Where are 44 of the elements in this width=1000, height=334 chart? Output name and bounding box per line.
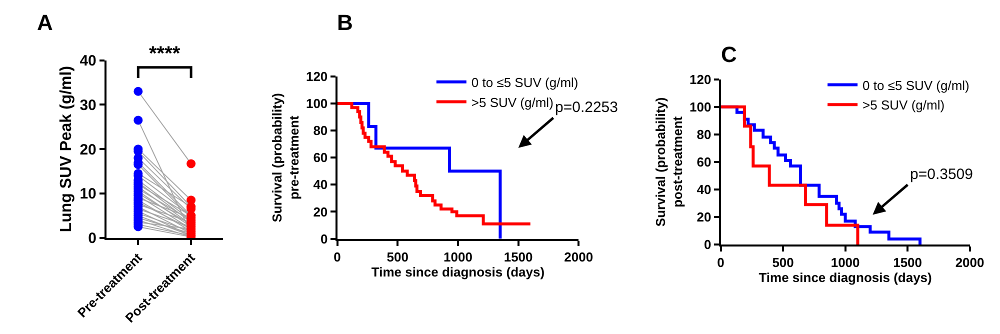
- y-tick-label: 30: [80, 96, 96, 114]
- y-tick-label: 20: [696, 210, 712, 225]
- y-tick-label: 40: [696, 182, 712, 197]
- annotation: p=0.3509: [910, 166, 973, 183]
- x-axis-title: Time since diagnosis (days): [371, 264, 545, 280]
- x-tick-label: 2000: [564, 249, 594, 264]
- x-axis-title: Time since diagnosis (days): [758, 270, 932, 286]
- y-tick-label: 40: [80, 52, 96, 70]
- annotation: p=0.2253: [555, 99, 618, 116]
- legend-label: >5 SUV (g/ml): [862, 98, 945, 113]
- y-tick-label: 40: [313, 177, 328, 192]
- x-tick-label: 1000: [830, 255, 860, 270]
- y-tick-label: 60: [313, 150, 328, 166]
- legend-label: >5 SUV (g/ml): [471, 94, 554, 110]
- y-tick-label: 120: [306, 69, 328, 84]
- y-tick-label: 100: [689, 99, 712, 114]
- x-tick-label: 500: [772, 255, 794, 270]
- y-tick-label: 100: [306, 96, 328, 112]
- y-tick-label: 10: [80, 186, 96, 203]
- y-tick-label: 0: [704, 237, 712, 252]
- y-tick-label: 0: [320, 231, 328, 246]
- y-axis-title: Survival (probability) post-treatment: [653, 97, 685, 227]
- y-tick-label: 60: [696, 154, 712, 170]
- chart-title: B: [337, 10, 353, 35]
- annotation: ****: [149, 43, 180, 65]
- x-tick-label: 1500: [893, 255, 922, 270]
- y-tick-label: 80: [696, 126, 712, 142]
- x-tick-label: 2000: [955, 255, 984, 270]
- x-tick-label: 1500: [504, 249, 533, 264]
- y-tick-label: 80: [313, 123, 328, 138]
- y-tick-label: 0: [88, 230, 96, 248]
- y-axis-title: Survival (probability) pre-treatment: [270, 92, 302, 222]
- x-tick-label: 500: [386, 249, 408, 264]
- y-tick-label: 120: [689, 72, 712, 87]
- legend-label: 0 to ≤5 SUV (g/ml): [471, 74, 578, 90]
- x-tick-label: 0: [717, 255, 724, 270]
- chart-title: C: [721, 42, 737, 67]
- chart-title: A: [37, 10, 53, 35]
- x-tick-label: 0: [334, 249, 341, 264]
- legend-label: 0 to ≤5 SUV (g/ml): [862, 78, 970, 93]
- y-axis-title: Lung SUV Peak (g/ml): [58, 66, 76, 232]
- x-tick-label: 1000: [444, 249, 472, 264]
- y-tick-label: 20: [313, 204, 328, 220]
- y-tick-label: 20: [80, 141, 96, 158]
